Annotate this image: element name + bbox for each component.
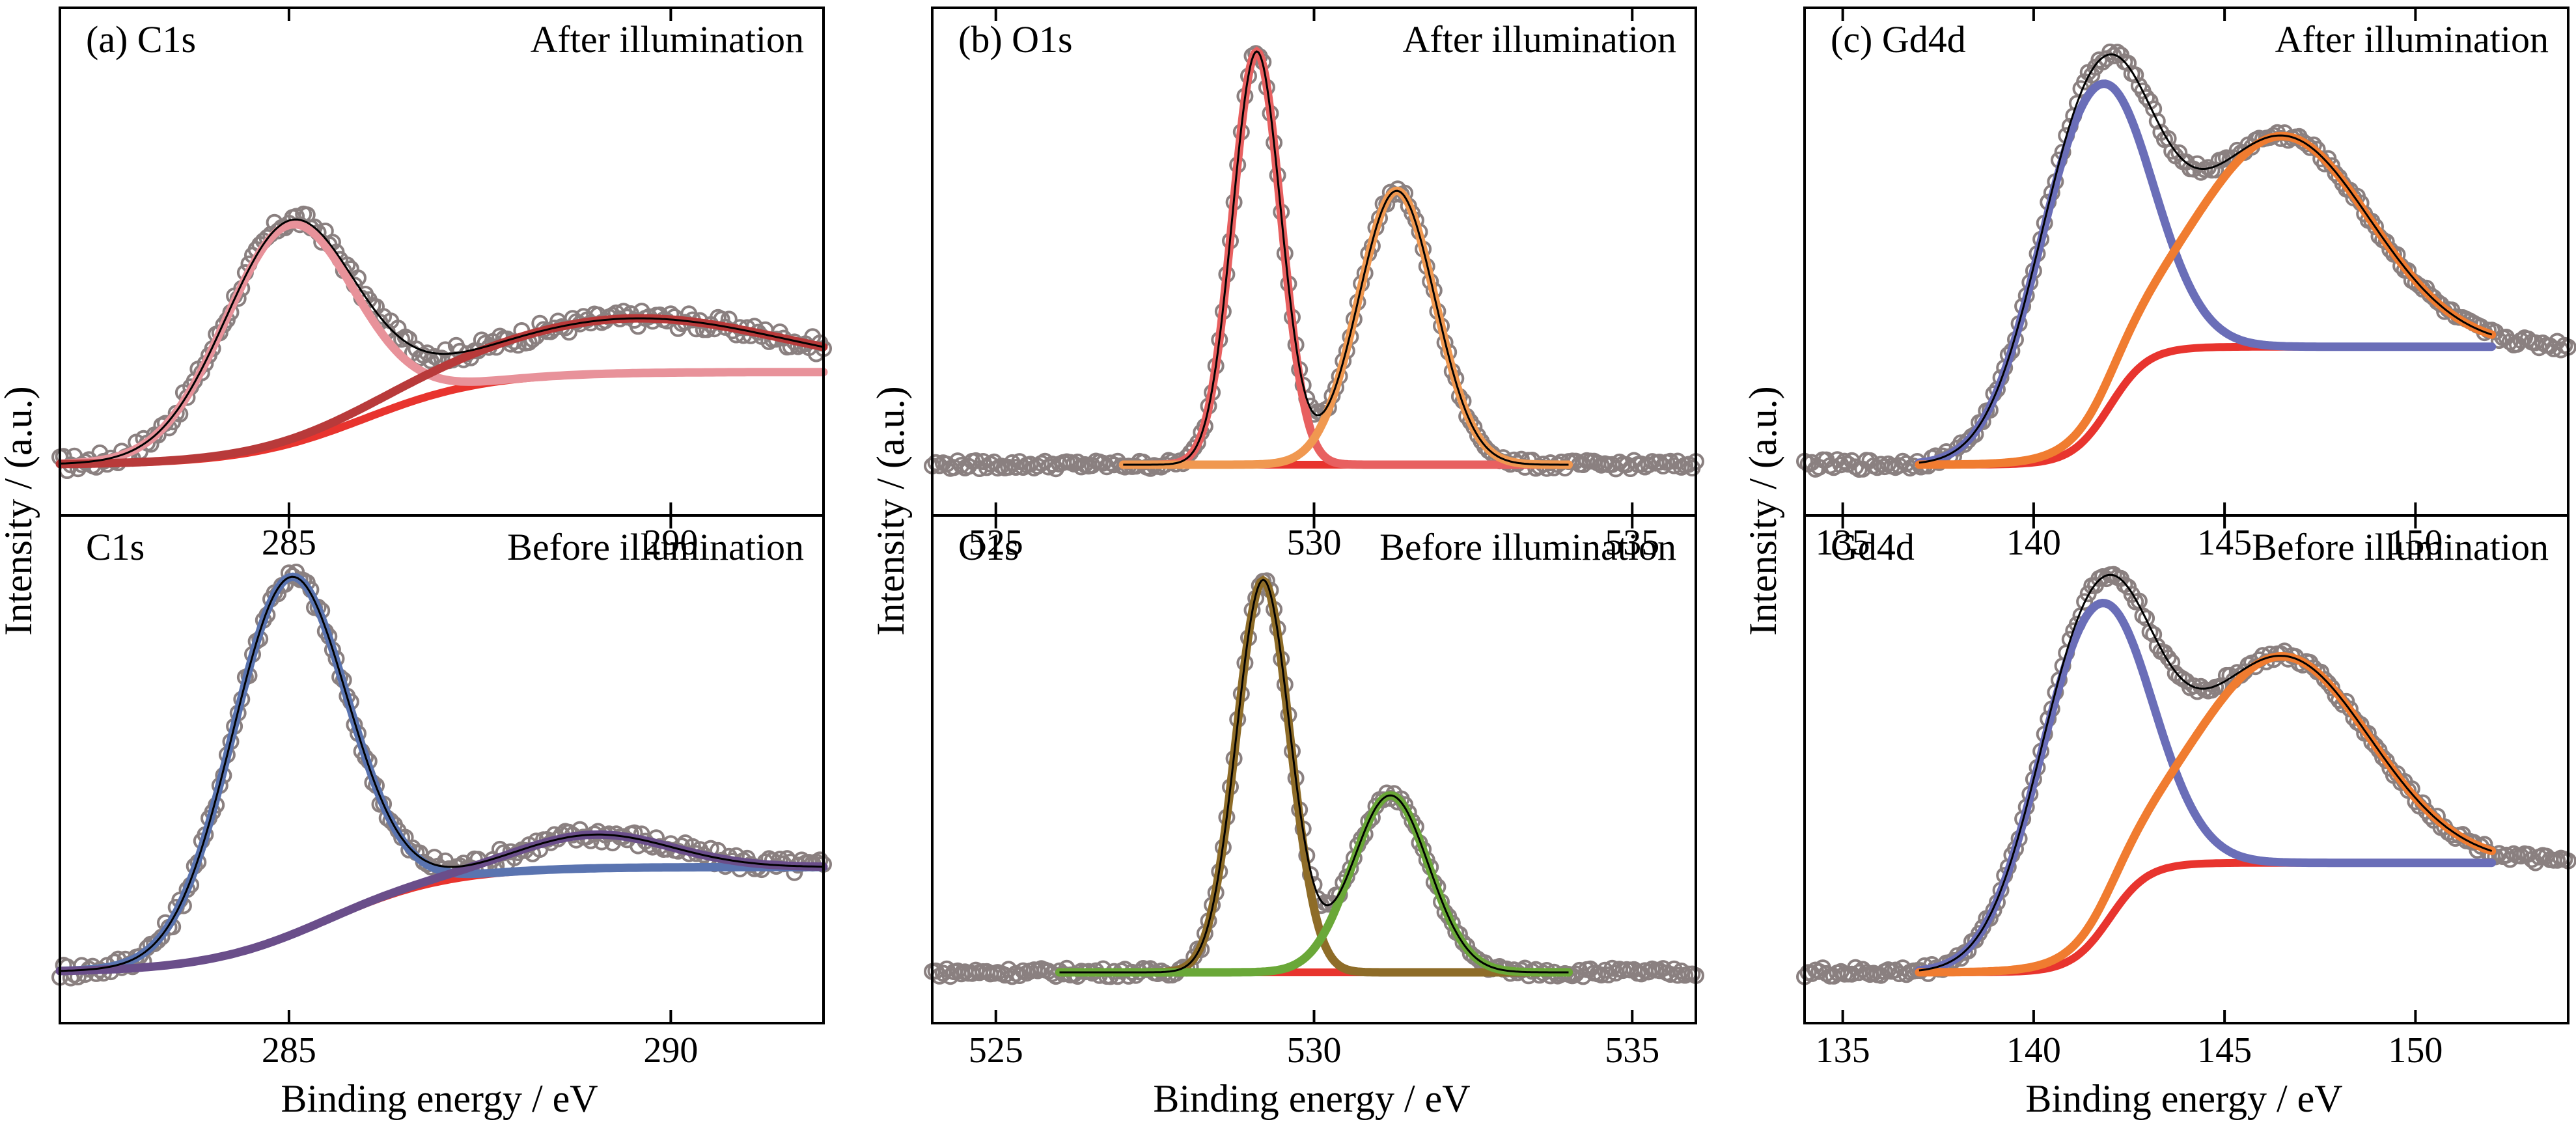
x-tick-label: 285 — [262, 523, 316, 563]
x-axis-title-col1: Binding energy / eV — [281, 1077, 598, 1120]
condition-label: After illumination — [531, 18, 804, 61]
x-tick-label: 530 — [1287, 1030, 1342, 1071]
x-tick-label: 535 — [1605, 1030, 1659, 1071]
panel-6: 135 140 145 150 Gd4d Before illumination — [1796, 514, 2576, 1071]
raw-data-points — [924, 45, 1704, 478]
raw-data-points — [51, 205, 832, 479]
peak-component-2 — [1915, 652, 2497, 977]
plot-frame — [1803, 514, 2569, 1024]
x-tick-label: 140 — [2006, 523, 2061, 563]
panel-5: 135 140 145 150 (c) Gd4d After illumination — [1796, 7, 2576, 563]
panel-2: 285 290 C1s Before illumination — [51, 514, 832, 1071]
plot-frame — [59, 7, 825, 517]
x-axis-title-col2: Binding energy / eV — [1153, 1077, 1470, 1120]
x-tick-label: 290 — [643, 523, 698, 563]
condition-label: After illumination — [2275, 18, 2549, 61]
condition-label: Before illumination — [1379, 526, 1676, 568]
y-axis-title-col1: Intensity / (a.u.) — [0, 386, 40, 635]
x-tick-label: 150 — [2388, 1030, 2443, 1071]
fit-envelope — [1918, 573, 2493, 972]
peak-component-1 — [1118, 46, 1573, 469]
x-tick-label: 140 — [2006, 1030, 2061, 1071]
peak-component-1 — [55, 572, 828, 976]
x-tick-label: 535 — [1605, 523, 1659, 563]
condition-label: Before illumination — [507, 526, 804, 568]
data-point — [2076, 593, 2094, 610]
raw-data-points — [1796, 43, 2576, 478]
data-point — [2320, 674, 2337, 692]
fit-envelope — [1059, 579, 1569, 974]
condition-label: Before illumination — [2252, 526, 2549, 568]
x-tick-label: 150 — [2388, 523, 2443, 563]
fit-envelope — [59, 218, 824, 465]
raw-data-points — [1796, 566, 2576, 985]
fit-envelope — [59, 575, 824, 972]
fit-envelope — [1918, 53, 2493, 464]
panel-label: C1s — [86, 526, 145, 568]
panel-4: 525 530 535 O1s Before illumination — [924, 514, 1704, 1071]
data-point — [2148, 113, 2166, 130]
data-point — [952, 457, 970, 474]
x-tick-label: 285 — [262, 1030, 316, 1071]
panel-1: 285 290 (a) C1s After illumination — [51, 7, 832, 563]
x-tick-label: 525 — [969, 523, 1023, 563]
plot-frame — [1803, 7, 2569, 517]
peak-component-1 — [1055, 575, 1573, 977]
y-axis-title-col3: Intensity / (a.u.) — [1741, 386, 1784, 635]
panel-label: (c) Gd4d — [1831, 18, 1966, 61]
x-tick-label: 145 — [2197, 523, 2252, 563]
x-tick-label: 525 — [969, 1030, 1023, 1071]
panel-label: (a) C1s — [86, 18, 196, 61]
data-point — [2083, 66, 2101, 84]
panel-3: 525 530 535 (b) O1s After illumination — [924, 7, 1704, 563]
data-point — [2101, 43, 2119, 61]
x-tick-label: 145 — [2197, 1030, 2252, 1071]
panel-label: O1s — [958, 526, 1019, 568]
data-point — [2323, 679, 2340, 696]
data-point — [2127, 66, 2144, 84]
data-point — [2120, 55, 2137, 72]
data-point — [2163, 653, 2181, 671]
condition-label: After illumination — [1403, 18, 1676, 61]
plot-frame — [59, 514, 825, 1024]
data-point — [422, 352, 439, 370]
x-axis-title-col3: Binding energy / eV — [2025, 1077, 2342, 1120]
x-tick-label: 135 — [1816, 523, 1870, 563]
data-point — [1040, 458, 1057, 476]
peak-component-2 — [1915, 131, 2497, 469]
data-point — [2159, 649, 2177, 666]
panel-label: (b) O1s — [958, 18, 1073, 61]
data-point — [927, 454, 945, 471]
x-tick-label: 135 — [1816, 1030, 1870, 1071]
peak-component-2 — [1118, 186, 1573, 469]
x-tick-label: 290 — [643, 1030, 698, 1071]
fit-envelope — [1123, 50, 1569, 466]
panel-label: Gd4d — [1831, 526, 1915, 568]
x-tick-label: 530 — [1287, 523, 1342, 563]
y-axis-title-col2: Intensity / (a.u.) — [869, 386, 912, 635]
